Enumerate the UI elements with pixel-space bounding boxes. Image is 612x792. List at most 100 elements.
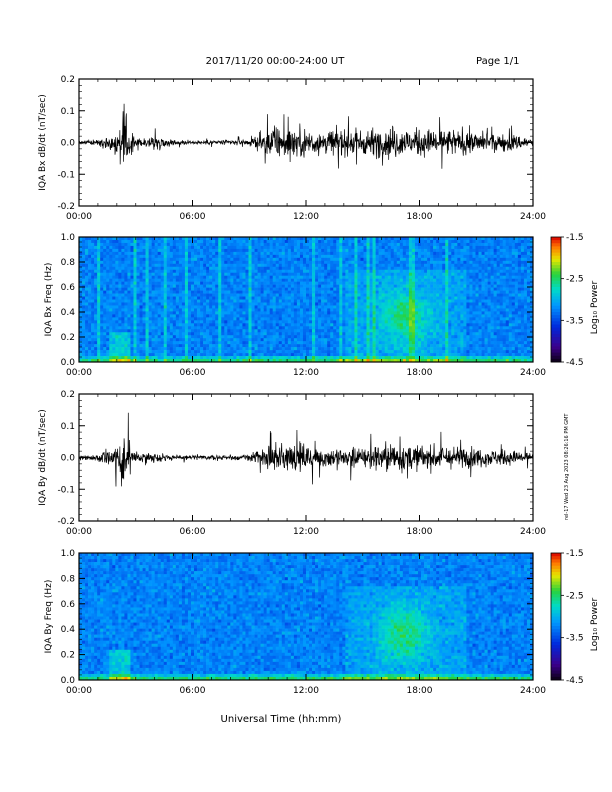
spectrogram-cell xyxy=(179,273,182,276)
spectrogram-cell xyxy=(97,279,100,282)
spectrogram-cell xyxy=(376,279,379,282)
spectrogram-cell xyxy=(118,249,121,252)
spectrogram-cell xyxy=(394,314,397,317)
spectrogram-cell xyxy=(397,320,400,323)
spectrogram-cell xyxy=(385,252,388,255)
spectrogram-cell xyxy=(245,261,248,264)
spectrogram-cell xyxy=(158,300,161,303)
spectrogram-cell xyxy=(230,282,233,285)
spectrogram-cell xyxy=(227,335,230,338)
spectrogram-cell xyxy=(158,353,161,356)
spectrogram-cell xyxy=(339,356,342,359)
spectrogram-cell xyxy=(424,347,427,350)
spectrogram-cell xyxy=(315,273,318,276)
spectrogram-cell xyxy=(97,261,100,264)
spectrogram-cell xyxy=(421,282,424,285)
spectrogram-cell xyxy=(318,320,321,323)
spectrogram-cell xyxy=(255,297,258,300)
spectrogram-cell xyxy=(342,323,345,326)
spectrogram-cell xyxy=(376,323,379,326)
spectrogram-cell xyxy=(206,326,209,329)
spectrogram-cell xyxy=(300,252,303,255)
spectrogram-cell xyxy=(333,273,336,276)
spectrogram-cell xyxy=(146,350,149,353)
spectrogram-cell xyxy=(388,344,391,347)
spectrogram-cell xyxy=(424,276,427,279)
spectrogram-cell xyxy=(264,311,267,314)
spectrogram-cell xyxy=(227,243,230,246)
spectrogram-cell xyxy=(124,252,127,255)
spectrogram-cell xyxy=(288,317,291,320)
spectrogram-cell xyxy=(85,338,88,341)
spectrogram-cell xyxy=(85,246,88,249)
spectrogram-cell xyxy=(339,291,342,294)
spectrogram-cell xyxy=(127,308,130,311)
spectrogram-cell xyxy=(173,270,176,273)
spectrogram-cell xyxy=(133,305,136,308)
spectrogram-cell xyxy=(127,305,130,308)
spectrogram-cell xyxy=(185,240,188,243)
spectrogram-cell xyxy=(97,323,100,326)
spectrogram-cell xyxy=(121,320,124,323)
spectrogram-cell xyxy=(170,249,173,252)
spectrogram-cell xyxy=(418,288,421,291)
spectrogram-cell xyxy=(273,317,276,320)
spectrogram-cell xyxy=(300,264,303,267)
spectrogram-cell xyxy=(370,264,373,267)
spectrogram-cell xyxy=(230,258,233,261)
spectrogram-cell xyxy=(418,267,421,270)
spectrogram-cell xyxy=(103,246,106,249)
spectrogram-cell xyxy=(373,302,376,305)
spectrogram-cell xyxy=(248,356,251,359)
spectrogram-cell xyxy=(400,353,403,356)
spectrogram-cell xyxy=(379,264,382,267)
spectrogram-cell xyxy=(124,338,127,341)
spectrogram-cell xyxy=(127,288,130,291)
spectrogram-cell xyxy=(106,302,109,305)
spectrogram-cell xyxy=(321,288,324,291)
spectrogram-cell xyxy=(385,332,388,335)
spectrogram-cell xyxy=(170,246,173,249)
spectrogram-cell xyxy=(261,258,264,261)
spectrogram-cell xyxy=(191,341,194,344)
spectrogram-cell xyxy=(258,356,261,359)
spectrogram-cell xyxy=(391,323,394,326)
spectrogram-cell xyxy=(85,317,88,320)
spectrogram-cell xyxy=(242,267,245,270)
spectrogram-cell xyxy=(330,356,333,359)
spectrogram-cell xyxy=(109,270,112,273)
spectrogram-cell xyxy=(82,332,85,335)
spectrogram-cell xyxy=(146,279,149,282)
spectrogram-cell xyxy=(152,329,155,332)
spectrogram-cell xyxy=(258,249,261,252)
spectrogram-cell xyxy=(164,249,167,252)
spectrogram-cell xyxy=(239,270,242,273)
spectrogram-cell xyxy=(324,311,327,314)
spectrogram-cell xyxy=(255,279,258,282)
spectrogram-cell xyxy=(327,314,330,317)
spectrogram-cell xyxy=(351,344,354,347)
spectrogram-cell xyxy=(143,240,146,243)
spectrogram-cell xyxy=(252,323,255,326)
spectrogram-cell xyxy=(367,332,370,335)
spectrogram-cell xyxy=(149,258,152,261)
spectrogram-cell xyxy=(391,329,394,332)
spectrogram-cell xyxy=(109,317,112,320)
spectrogram-cell xyxy=(88,297,91,300)
spectrogram-cell xyxy=(185,353,188,356)
spectrogram-cell xyxy=(155,329,158,332)
spectrogram-cell xyxy=(152,282,155,285)
spectrogram-cell xyxy=(221,308,224,311)
spectrogram-cell xyxy=(236,300,239,303)
spectrogram-cell xyxy=(245,282,248,285)
spectrogram-cell xyxy=(170,353,173,356)
spectrogram-cell xyxy=(427,240,430,243)
spectrogram-cell xyxy=(412,261,415,264)
spectrogram-cell xyxy=(106,300,109,303)
spectrogram-cell xyxy=(155,332,158,335)
spectrogram-cell xyxy=(330,300,333,303)
spectrogram-cell xyxy=(321,356,324,359)
spectrogram-cell xyxy=(103,261,106,264)
spectrogram-cell xyxy=(188,252,191,255)
spectrogram-cell xyxy=(406,332,409,335)
